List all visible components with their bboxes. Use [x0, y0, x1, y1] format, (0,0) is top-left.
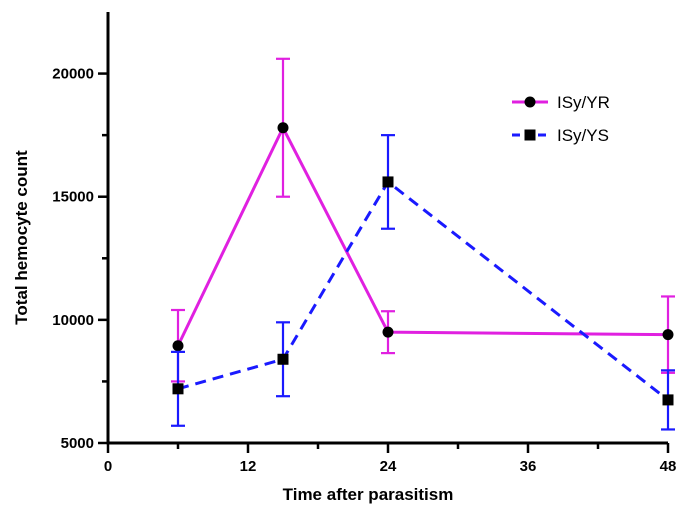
- x-tick-label: 36: [520, 458, 537, 475]
- data-point: [277, 353, 289, 365]
- x-tick-label: 48: [660, 458, 677, 475]
- legend: ISy/YR ISy/YS: [512, 93, 610, 145]
- legend-marker: [524, 96, 536, 108]
- data-point: [172, 340, 184, 352]
- x-tick-label: 24: [380, 458, 397, 475]
- y-tick-label: 20000: [52, 66, 94, 83]
- x-tick-label: 12: [240, 458, 257, 475]
- series-line: [177, 179, 669, 402]
- y-tick-label: 15000: [52, 189, 94, 206]
- legend-marker: [524, 129, 536, 141]
- x-axis-title: Time after parasitism: [283, 485, 454, 504]
- y-ticks: 5000 10000 15000 20000: [52, 66, 108, 452]
- x-ticks: 0 12 24 36 48: [104, 443, 677, 475]
- series-line: [176, 124, 669, 347]
- data-point: [662, 329, 674, 341]
- data-point: [382, 176, 394, 188]
- x-tick-label: 0: [104, 458, 112, 475]
- y-tick-label: 5000: [61, 435, 94, 452]
- y-tick-label: 10000: [52, 312, 94, 329]
- data-point: [277, 122, 289, 134]
- data-point: [662, 394, 674, 406]
- series-2: [171, 134, 675, 431]
- data-point: [172, 383, 184, 395]
- y-axis-title: Total hemocyte count: [12, 150, 31, 325]
- data-point: [382, 326, 394, 338]
- legend-label: ISy/YR: [557, 93, 610, 112]
- series-layer: [171, 57, 675, 431]
- legend-label: ISy/YS: [557, 126, 609, 145]
